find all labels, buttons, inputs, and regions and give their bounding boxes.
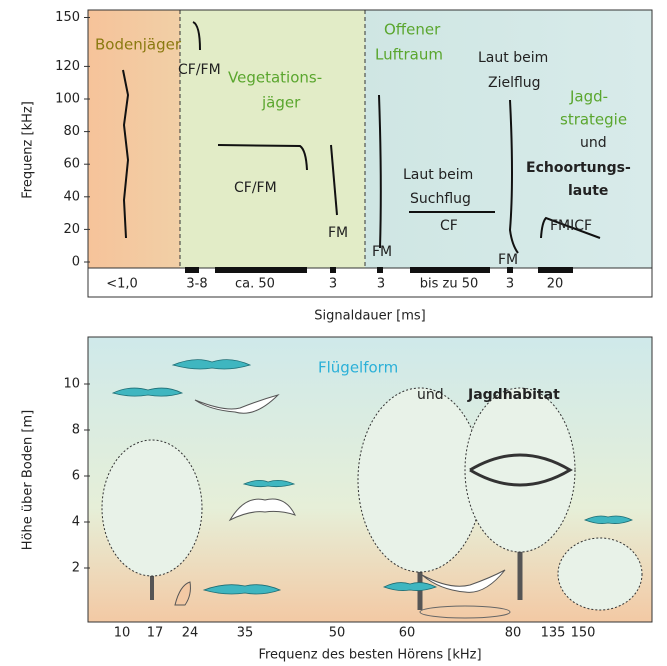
y-tick-label: 0 — [72, 255, 80, 270]
zone-vegetation — [180, 10, 365, 268]
annotation: CF — [440, 218, 458, 234]
annotation: Laut beim — [478, 50, 548, 66]
frequency-label: 80 — [505, 626, 522, 641]
frequency-label: 35 — [237, 626, 254, 641]
annotation: jäger — [261, 94, 301, 112]
annotation: laute — [568, 183, 608, 199]
y-axis-label: Frequenz [kHz] — [21, 101, 36, 199]
duration-label: ca. 50 — [235, 277, 275, 292]
annotation: Offener — [384, 21, 441, 39]
annotation: Vegetations- — [228, 69, 322, 87]
annotation: FM — [328, 225, 348, 241]
annotation: Zielflug — [488, 75, 541, 91]
x-axis-label: Frequenz des besten Hörens [kHz] — [258, 648, 481, 663]
y-tick-label: 100 — [55, 92, 80, 107]
frequency-label: 50 — [329, 626, 346, 641]
y-axis-label: Höhe über Boden [m] — [21, 410, 36, 550]
annotation: FMICF — [550, 218, 592, 234]
y-tick-label: 6 — [72, 469, 80, 484]
y-tick-label: 120 — [55, 59, 80, 74]
annotation: CF/FM — [178, 62, 221, 78]
call-traces — [122, 21, 601, 273]
top-frame — [87, 9, 653, 298]
zone-ground — [88, 10, 180, 268]
duration-label: 3 — [329, 277, 337, 292]
y-tick-label: 10 — [63, 377, 80, 392]
annotation: Echoortungs- — [526, 160, 631, 176]
annotation: CF/FM — [234, 180, 277, 196]
annotation: Jagd- — [569, 88, 608, 106]
y-tick-label: 60 — [63, 157, 80, 172]
illustrations — [101, 359, 643, 619]
frequency-label: 17 — [147, 626, 164, 641]
frequency-label: 135 — [541, 626, 566, 641]
y-tick-label: 4 — [72, 515, 80, 530]
frequency-label: 60 — [399, 626, 416, 641]
annotation: Luftraum — [375, 46, 443, 64]
duration-label: 20 — [547, 277, 564, 292]
zone-open-air — [365, 10, 652, 268]
annotation: Suchflug — [410, 191, 471, 207]
y-tick-label: 2 — [72, 561, 80, 576]
y-tick-label: 150 — [55, 10, 80, 25]
frequency-label: 10 — [114, 626, 131, 641]
duration-label: 3-8 — [186, 277, 207, 292]
annotation: Laut beim — [403, 167, 473, 183]
annotation: und — [580, 135, 607, 151]
duration-label: 3 — [377, 277, 385, 292]
duration-label: <1,0 — [106, 277, 138, 292]
annotation: und — [417, 387, 444, 403]
annotation: FM — [498, 252, 518, 268]
duration-label: bis zu 50 — [420, 277, 479, 292]
annotation: Jagdhabitat — [467, 387, 560, 403]
y-tick-label: 80 — [63, 124, 80, 139]
duration-label: 3 — [506, 277, 514, 292]
y-tick-label: 20 — [63, 222, 80, 237]
x-axis-label: Signaldauer [ms] — [314, 309, 425, 324]
annotation: Flügelform — [318, 359, 398, 377]
y-tick-label: 40 — [63, 189, 80, 204]
annotation: Bodenjäger — [95, 36, 182, 54]
annotation: strategie — [560, 111, 627, 129]
y-tick-label: 8 — [72, 423, 80, 438]
frequency-label: 24 — [182, 626, 199, 641]
frequency-label: 150 — [571, 626, 596, 641]
annotation: FM — [372, 244, 392, 260]
